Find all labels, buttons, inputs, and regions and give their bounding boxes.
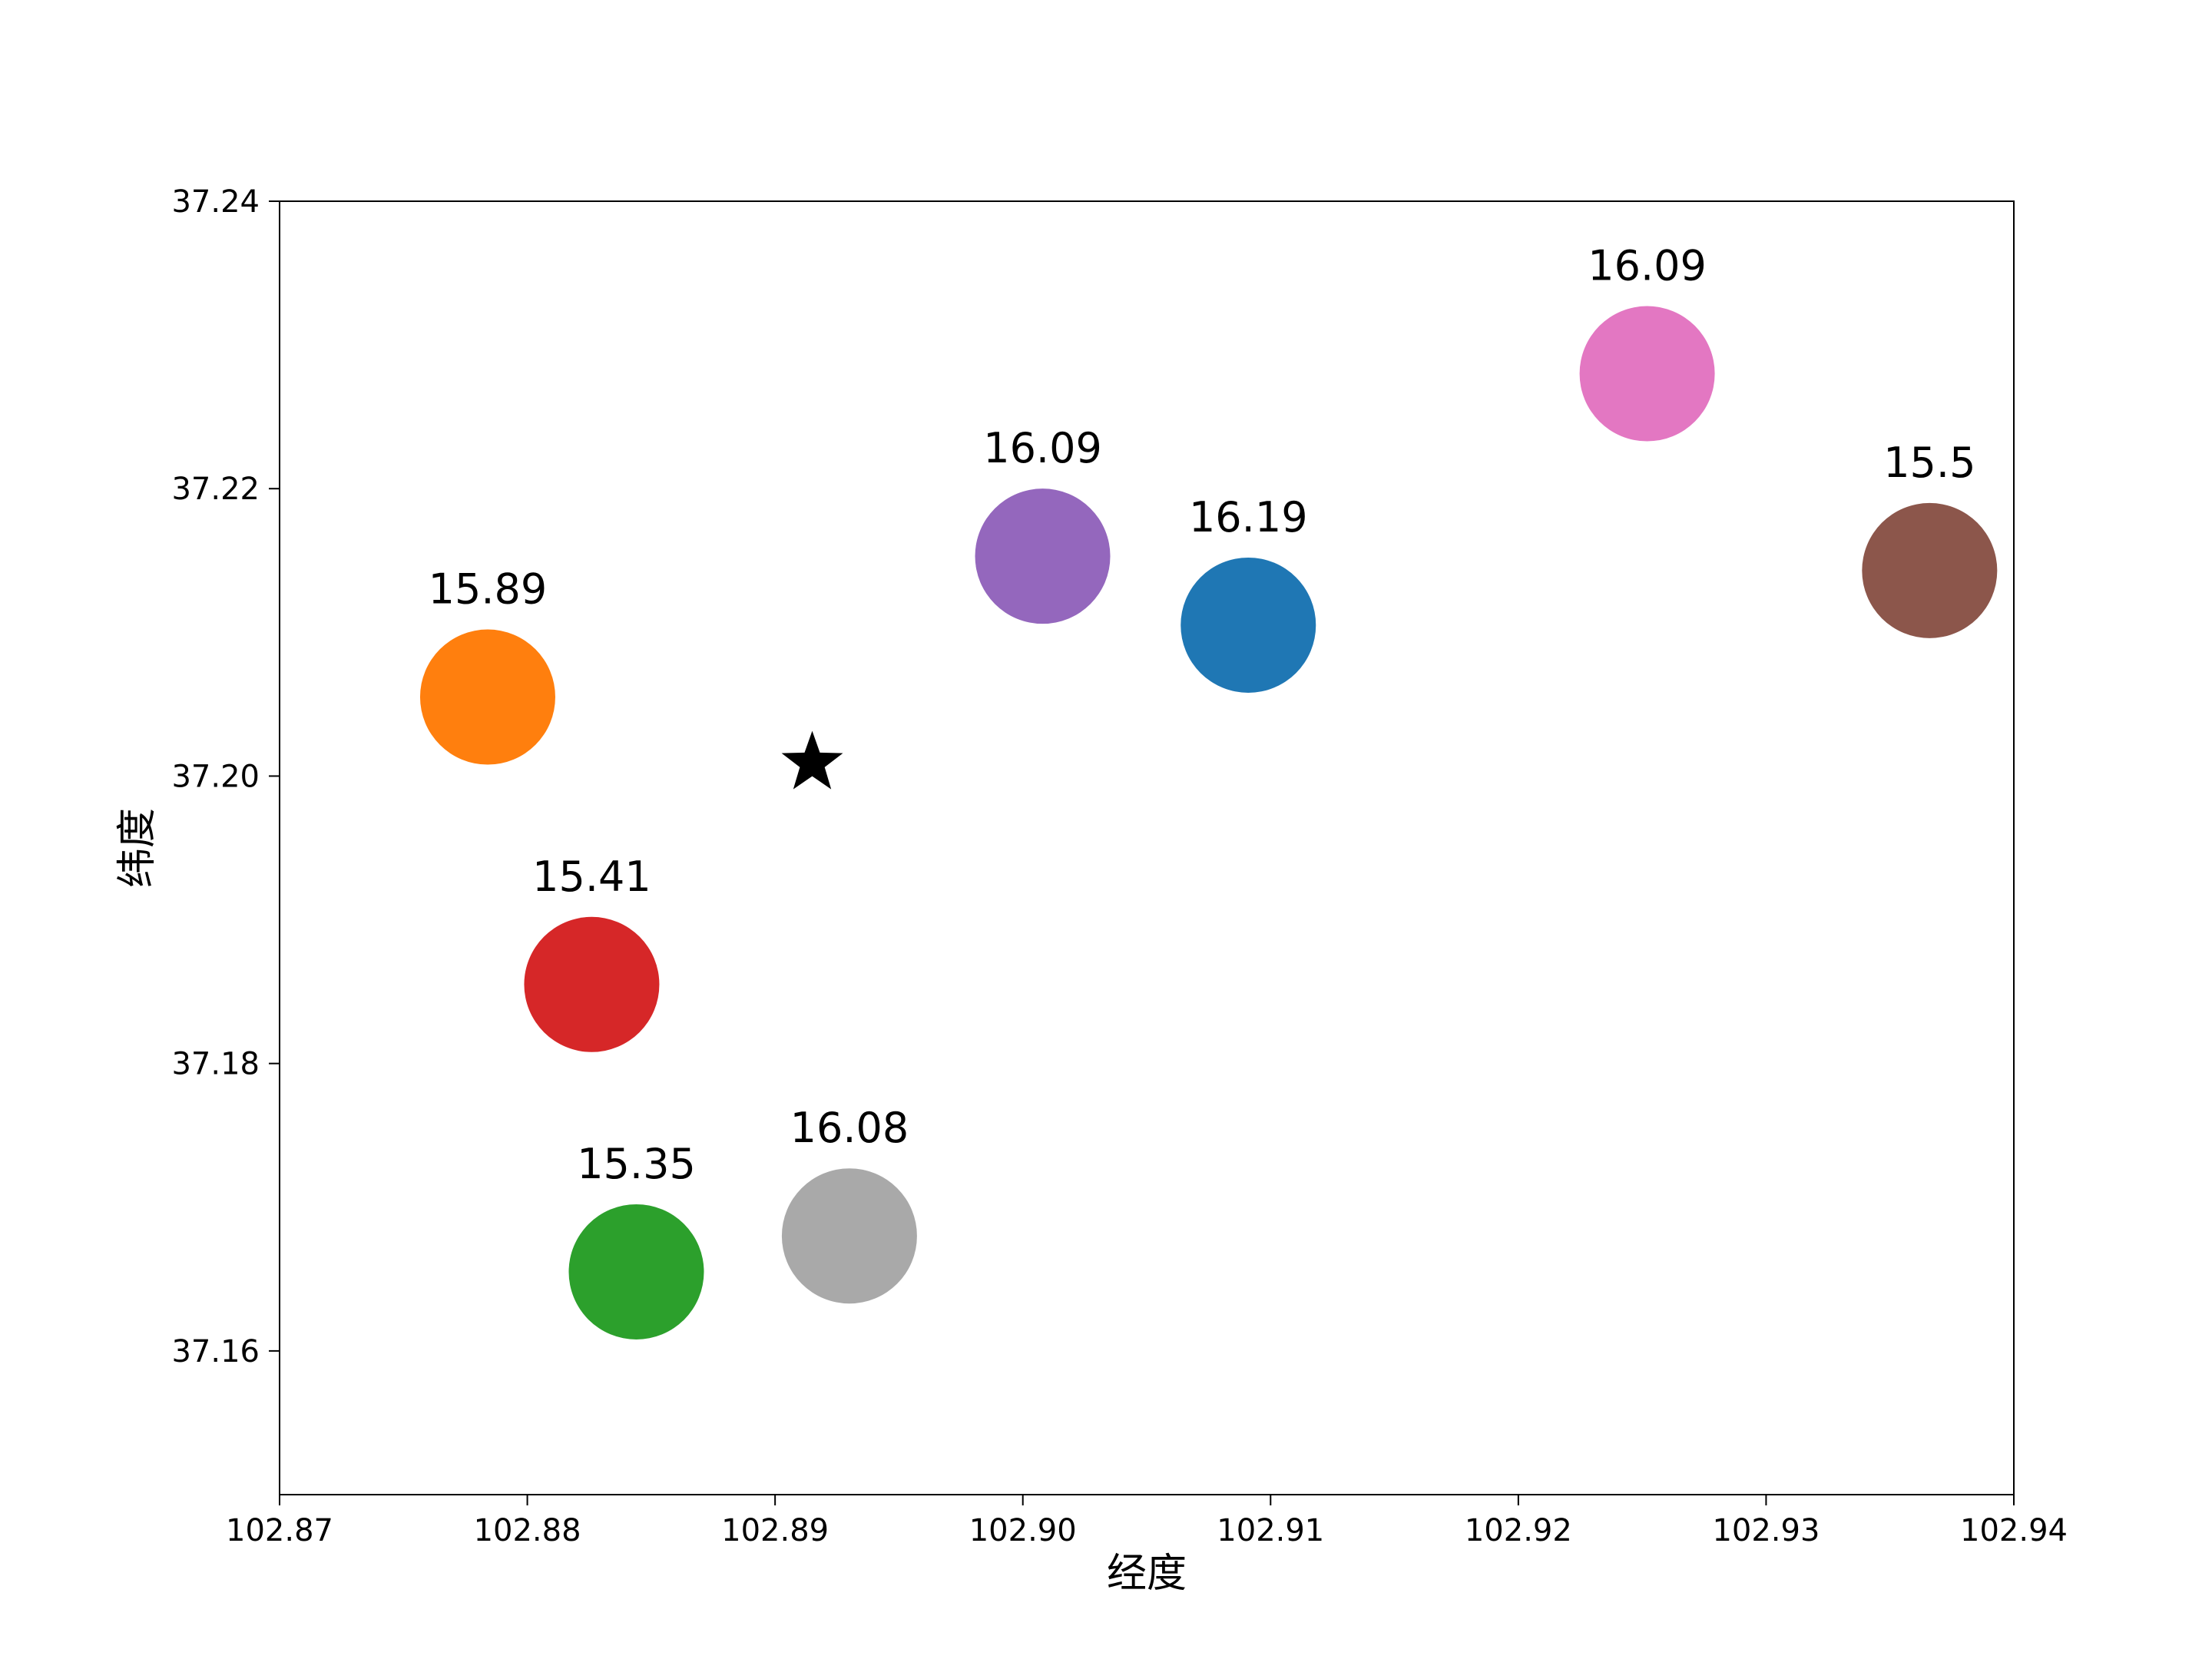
data-point-label: 15.41 bbox=[532, 853, 651, 901]
x-tick-label: 102.89 bbox=[721, 1513, 829, 1548]
data-point bbox=[524, 916, 660, 1052]
x-tick-label: 102.88 bbox=[474, 1513, 581, 1548]
chart-marks: 16.19 15.89 15.35 15.41 16.09 15.5 16.09 16.08 bbox=[419, 242, 1998, 1339]
axes: 102.87 102.88 102.89 102.90 102.91 102.92 102.… bbox=[171, 184, 2068, 1548]
data-point bbox=[1181, 557, 1316, 693]
x-tick-label: 102.91 bbox=[1217, 1513, 1324, 1548]
data-point bbox=[1579, 306, 1715, 442]
data-point bbox=[1862, 502, 1998, 638]
data-point bbox=[975, 488, 1111, 624]
y-tick-label: 37.18 bbox=[171, 1047, 260, 1082]
data-point-label: 15.35 bbox=[577, 1140, 696, 1188]
data-point-label: 15.5 bbox=[1883, 439, 1975, 487]
x-axis-title: 经度 bbox=[1107, 1551, 1187, 1597]
x-tick-label: 102.94 bbox=[1960, 1513, 2068, 1548]
y-tick-label: 37.20 bbox=[171, 759, 260, 794]
data-point-label: 16.19 bbox=[1189, 493, 1308, 541]
x-tick-label: 102.93 bbox=[1712, 1513, 1820, 1548]
y-tick-label: 37.24 bbox=[171, 184, 260, 220]
data-point-label: 16.08 bbox=[790, 1104, 909, 1152]
data-point-label: 15.89 bbox=[429, 565, 548, 614]
x-tick-label: 102.92 bbox=[1465, 1513, 1572, 1548]
data-point bbox=[568, 1204, 704, 1339]
y-tick-label: 37.16 bbox=[171, 1334, 260, 1369]
x-tick-label: 102.87 bbox=[226, 1513, 333, 1548]
data-point bbox=[781, 1168, 917, 1304]
plot-frame bbox=[279, 200, 2015, 1495]
data-point-label: 16.09 bbox=[1588, 242, 1707, 290]
star-marker bbox=[781, 730, 843, 790]
y-axis-title: 纬度 bbox=[114, 808, 161, 888]
data-point bbox=[419, 629, 555, 765]
data-point-label: 16.09 bbox=[983, 424, 1102, 472]
x-tick-label: 102.90 bbox=[969, 1513, 1077, 1548]
y-tick-label: 37.22 bbox=[171, 472, 260, 507]
